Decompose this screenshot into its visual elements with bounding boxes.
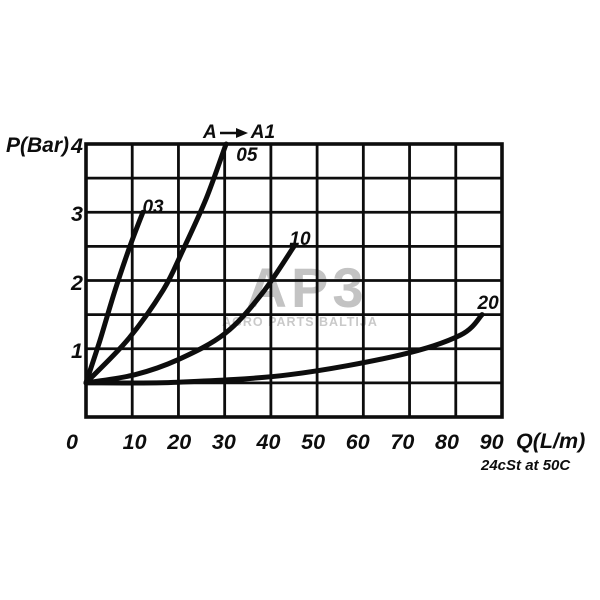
watermark-subtitle: AGRO PARTS BALTIJA: [222, 315, 378, 329]
y-tick-1: 1: [71, 338, 83, 363]
x-tick-30: 30: [211, 430, 236, 454]
grid-lines: [84, 142, 504, 419]
x-tick-80: 80: [435, 430, 459, 454]
curve-label-20: 20: [477, 292, 499, 314]
x-tick-90: 90: [479, 430, 504, 454]
x-axis-title: Q(L/m): [516, 429, 586, 453]
curve-10: [83, 243, 297, 386]
curve-label-05: 05: [236, 145, 258, 167]
curves: [83, 141, 485, 386]
x-tick-60: 60: [345, 430, 370, 454]
annotation-a-label: A: [203, 122, 217, 143]
curve-05: [83, 141, 229, 386]
curve-20: [83, 312, 485, 386]
plot-border: [84, 142, 504, 419]
curve-03: [83, 209, 146, 386]
x-tick-40: 40: [256, 430, 281, 454]
arrow-right-icon: [219, 128, 248, 138]
x-tick-50: 50: [301, 430, 326, 454]
viscosity-note: 24cSt at 50C: [481, 457, 571, 474]
curve-label-03: 03: [142, 197, 164, 219]
curve-label-10: 10: [289, 228, 311, 250]
x-tick-70: 70: [390, 430, 415, 454]
section-annotation: A A1: [203, 122, 275, 144]
y-tick-4: 4: [71, 134, 83, 158]
y-tick-2: 2: [71, 270, 83, 295]
y-axis-title: P(Bar): [6, 134, 70, 157]
y-tick-3: 3: [71, 202, 83, 227]
x-tick-10: 10: [122, 430, 147, 454]
x-tick-20: 20: [167, 430, 192, 454]
annotation-a1-label: A1: [250, 122, 276, 143]
x-tick-0: 0: [66, 430, 78, 454]
